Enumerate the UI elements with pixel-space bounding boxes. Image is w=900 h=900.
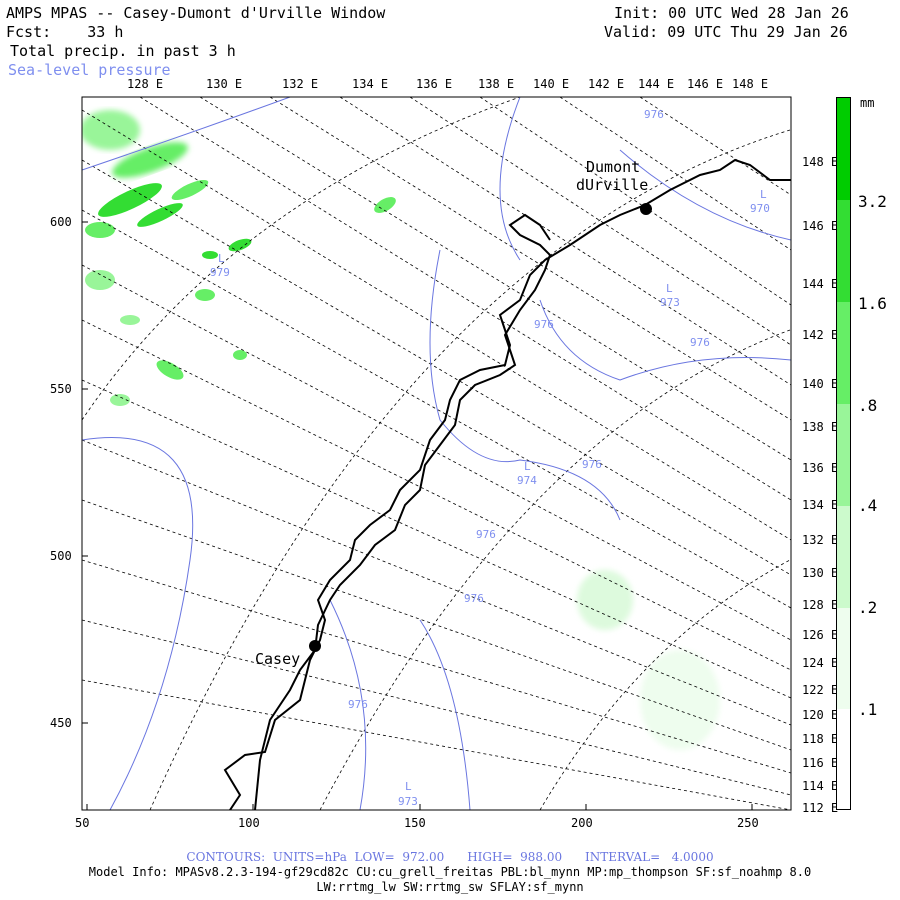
legend-swatch [837, 506, 850, 608]
top-lon-label: 148 E [732, 77, 769, 91]
station-marker-casey [309, 640, 321, 652]
right-lon-label: 142 E [802, 328, 839, 342]
top-lon-label: 132 E [282, 77, 319, 91]
legend-swatch [837, 98, 850, 200]
contour-label: 970 [750, 202, 770, 215]
top-lon-label: 136 E [416, 77, 453, 91]
overlay-name: Sea-level pressure [8, 61, 171, 79]
contours-info: CONTOURS: UNITS=hPa LOW= 972.00 HIGH= 98… [186, 850, 714, 864]
station-label-dumont: Dumont dUrville [576, 158, 648, 194]
right-lon-label: 144 E [802, 277, 839, 291]
right-lon-label: 116 E [802, 756, 839, 770]
precip-legend [836, 97, 851, 810]
x-axis-label: 100 [238, 816, 260, 830]
forecast-label: Fcst: [6, 23, 52, 41]
right-lon-label: 122 E [802, 683, 839, 697]
field-name: Total precip. in past 3 h [10, 42, 236, 60]
y-axis-label: 600 [50, 215, 72, 229]
contour-label: 976 [464, 592, 484, 605]
low-marker: L [524, 460, 531, 473]
legend-level: .4 [858, 496, 878, 515]
right-lon-label: 148 E [802, 155, 839, 169]
legend-level: .2 [858, 598, 878, 617]
map-frame [81, 96, 792, 811]
legend-swatch [837, 200, 850, 302]
right-lon-label: 114 E [802, 779, 839, 793]
right-lon-label: 136 E [802, 461, 839, 475]
station-label-casey: Casey [255, 650, 301, 668]
top-lon-label: 128 E [127, 77, 164, 91]
legend-unit: mm [860, 96, 875, 110]
contour-label: 976 [644, 108, 664, 121]
contour-label: 976 [534, 318, 554, 331]
contour-label: 976 [348, 698, 368, 711]
init-time: Init: 00 UTC Wed 28 Jan 26 [614, 4, 849, 22]
model-info: Model Info: MPASv8.2.3-194-gf29cd82c CU:… [88, 865, 812, 879]
right-lon-label: 140 E [802, 377, 839, 391]
legend-swatch [837, 709, 850, 809]
right-lon-label: 112 E [802, 801, 839, 815]
model-info-2: LW:rrtmg_lw SW:rrtmg_sw SFLAY:sf_mynn [316, 880, 584, 894]
contour-label: 976 [690, 336, 710, 349]
low-marker: L [666, 282, 673, 295]
station-label-line: Dumont [586, 158, 641, 176]
legend-level: .8 [858, 396, 878, 415]
low-marker: L [760, 188, 767, 201]
legend-swatch [837, 404, 850, 506]
legend-level: 1.6 [858, 294, 887, 313]
map-title: AMPS MPAS -- Casey-Dumont d'Urville Wind… [6, 4, 386, 22]
precip-shading [82, 110, 720, 750]
right-lon-label: 146 E [802, 219, 839, 233]
x-axis-label: 150 [404, 816, 426, 830]
contour-label: 973 [398, 795, 418, 808]
contour-label: 976 [476, 528, 496, 541]
legend-swatch [837, 608, 850, 709]
right-lon-label: 128 E [802, 598, 839, 612]
right-lon-label: 118 E [802, 732, 839, 746]
axis-ticks [82, 221, 753, 810]
right-lon-label: 130 E [802, 566, 839, 580]
contour-label: 979 [210, 266, 230, 279]
right-lon-label: 138 E [802, 420, 839, 434]
right-lon-label: 124 E [802, 656, 839, 670]
station-marker-dumont [640, 203, 652, 215]
top-lon-label: 130 E [206, 77, 243, 91]
top-lon-label: 140 E [533, 77, 570, 91]
right-lon-label: 134 E [802, 498, 839, 512]
x-axis-label: 250 [737, 816, 759, 830]
right-lon-label: 126 E [802, 628, 839, 642]
contour-label: 974 [517, 474, 537, 487]
x-axis-label: 200 [571, 816, 593, 830]
legend-level: 3.2 [858, 192, 887, 211]
top-lon-label: 144 E [638, 77, 675, 91]
contour-label: 973 [660, 296, 680, 309]
pressure-contours [82, 97, 791, 810]
top-lon-label: 134 E [352, 77, 389, 91]
right-lon-label: 132 E [802, 533, 839, 547]
forecast-hour: Fcst: 33 h [6, 24, 123, 41]
y-axis-label: 450 [50, 716, 72, 730]
forecast-value: 33 h [87, 23, 124, 41]
low-marker: L [218, 252, 225, 265]
y-axis-label: 500 [50, 549, 72, 563]
top-lon-label: 138 E [478, 77, 515, 91]
valid-time: Valid: 09 UTC Thu 29 Jan 26 [604, 23, 848, 41]
y-axis-label: 550 [50, 382, 72, 396]
latlon-grid [82, 97, 791, 810]
legend-level: .1 [858, 700, 878, 719]
station-label-line: dUrville [576, 176, 649, 194]
contour-label: 976 [582, 458, 602, 471]
top-lon-label: 146 E [687, 77, 724, 91]
x-axis-label: 50 [75, 816, 90, 830]
legend-swatch [837, 302, 850, 404]
right-lon-label: 120 E [802, 708, 839, 722]
top-lon-label: 142 E [588, 77, 625, 91]
low-marker: L [405, 780, 412, 793]
